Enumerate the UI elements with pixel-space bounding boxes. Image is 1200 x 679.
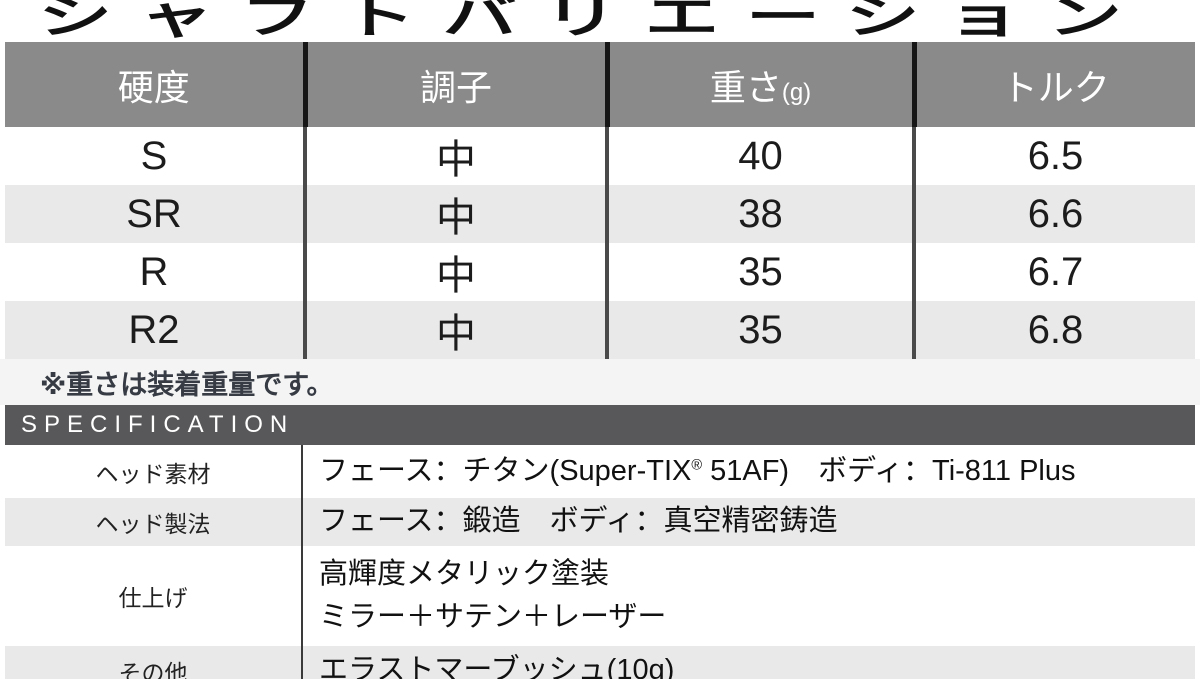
column-header-kickpoint-label: 調子 [419, 66, 492, 108]
spec-row-head-material: ヘッド素材 フェース：チタン(Super-TIX® 51AF) ボディ：Ti-8… [5, 445, 1195, 498]
cell-hardness: R2 [128, 307, 180, 352]
specification-table: ヘッド素材 フェース：チタン(Super-TIX® 51AF) ボディ：Ti-8… [5, 445, 1195, 679]
spec-row-other: その他 エラストマーブッシュ(10g) [5, 646, 1195, 679]
registered-trademark-symbol: ® [691, 457, 703, 474]
spec-value-text: フェース：チタン(Super-TIX® 51AF) ボディ：Ti-811 Plu… [319, 450, 1195, 494]
shaft-table-header-row: 硬度 調子 重さ(g) トルク [5, 42, 1195, 127]
cell-kickpoint: 中 [303, 185, 607, 243]
column-header-weight-label: 重さ [709, 66, 782, 108]
table-row-s: S 中 40 6.5 [5, 127, 1195, 185]
spec-value-line-1: 高輝度メタリック塗装 [319, 557, 610, 590]
specification-header: SPECIFICATION [5, 405, 1195, 445]
cell-torque: 6.6 [912, 185, 1195, 243]
page-title-text: シャフトバリエーション [38, 0, 1149, 42]
spec-value-head-construction: フェース：鍛造 ボディ：真空精密鋳造 [301, 498, 1195, 546]
cell-torque: 6.5 [912, 127, 1195, 185]
cell-weight: 35 [605, 243, 914, 301]
cell-weight: 35 [605, 301, 914, 359]
column-header-hardness: 硬度 [5, 42, 305, 127]
spec-value-head-material: フェース：チタン(Super-TIX® 51AF) ボディ：Ti-811 Plu… [301, 445, 1195, 498]
column-header-torque-label: トルク [1001, 66, 1110, 108]
column-header-kickpoint: 調子 [302, 42, 607, 127]
table-row-r2: R2 中 35 6.8 [5, 301, 1195, 359]
cell-kickpoint: 中 [303, 301, 607, 359]
spec-label-head-material: ヘッド素材 [95, 460, 211, 487]
cell-kickpoint: 中 [303, 127, 607, 185]
column-header-torque: トルク [911, 42, 1195, 127]
spec-value-text: フェース：鍛造 ボディ：真空精密鋳造 [319, 505, 838, 538]
page-title: シャフトバリエーション [0, 0, 1200, 42]
table-row-r: R 中 35 6.7 [5, 243, 1195, 301]
cell-kickpoint: 中 [303, 243, 607, 301]
cell-hardness: SR [126, 191, 182, 236]
column-header-hardness-label: 硬度 [117, 66, 190, 108]
column-header-weight-unit: (g) [781, 78, 812, 106]
spec-value-part: 51AF) ボディ：Ti-811 Plus [702, 454, 1076, 487]
spec-label-finish: 仕上げ [118, 585, 188, 611]
spec-value-other: エラストマーブッシュ(10g) [301, 646, 1195, 679]
spec-label-head-construction: ヘッド製法 [95, 511, 211, 537]
cell-hardness: R [139, 249, 169, 294]
spec-value-part: フェース：チタン(Super-TIX [319, 454, 692, 487]
spec-value-finish: 高輝度メタリック塗装 ミラー＋サテン＋レーザー [301, 546, 1195, 646]
cell-torque: 6.7 [912, 243, 1195, 301]
column-header-weight: 重さ(g) [604, 42, 914, 127]
cell-torque: 6.8 [912, 301, 1195, 359]
shaft-variation-table: 硬度 調子 重さ(g) トルク S 中 40 6.5 SR 中 38 6.6 [5, 42, 1195, 359]
spec-row-finish: 仕上げ 高輝度メタリック塗装 ミラー＋サテン＋レーザー [5, 546, 1195, 646]
cell-weight: 40 [605, 127, 914, 185]
table-row-sr: SR 中 38 6.6 [5, 185, 1195, 243]
spec-row-head-construction: ヘッド製法 フェース：鍛造 ボディ：真空精密鋳造 [5, 498, 1195, 546]
spec-value-text: エラストマーブッシュ(10g) [319, 654, 675, 679]
spec-value-line-2: ミラー＋サテン＋レーザー [319, 601, 667, 633]
cell-hardness: S [140, 133, 168, 178]
weight-note: ※重さは装着重量です。 [0, 359, 1200, 405]
spec-label-other: その他 [118, 660, 188, 679]
cell-weight: 38 [605, 185, 914, 243]
